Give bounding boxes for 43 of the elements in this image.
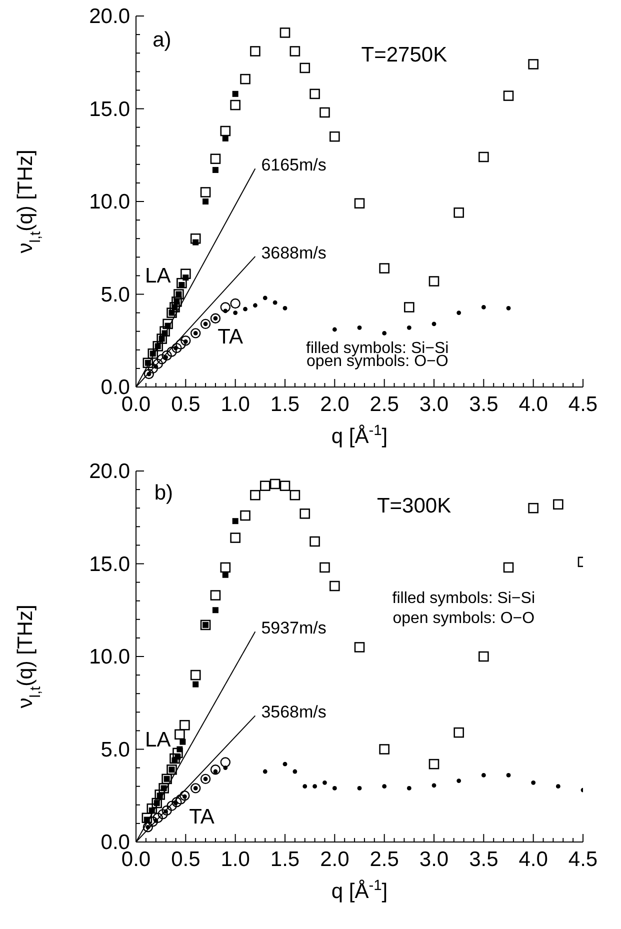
x-axis-title: q [Å$^{-1}$] bbox=[331, 878, 388, 903]
series-label: 3688m/s bbox=[261, 243, 326, 262]
annotation: open symbols: O−O bbox=[306, 353, 448, 371]
x-tick-label: 2.5 bbox=[370, 848, 399, 871]
annotation: LA bbox=[145, 264, 171, 288]
x-tick-label: 1.0 bbox=[220, 393, 250, 416]
annotation: open symbols: O−O bbox=[392, 610, 535, 628]
series-label: 3568m/s bbox=[261, 702, 326, 722]
y-tick-label: 15.0 bbox=[89, 98, 130, 121]
y-tick-label: 20.0 bbox=[89, 5, 130, 28]
y-tick-label: 10.0 bbox=[89, 190, 130, 214]
annotation: TA bbox=[218, 325, 243, 348]
y-tick-label: 5.0 bbox=[100, 283, 130, 306]
annotation: T=300K bbox=[376, 494, 452, 518]
x-tick-label: 2.5 bbox=[370, 393, 399, 416]
x-tick-label: 4.0 bbox=[518, 393, 548, 416]
x-tick-label: 4.0 bbox=[518, 848, 548, 871]
x-tick-label: 1.0 bbox=[220, 848, 250, 871]
x-tick-label: 2.0 bbox=[320, 393, 350, 416]
y-tick-label: 5.0 bbox=[100, 738, 130, 762]
x-tick-label: 4.5 bbox=[568, 393, 598, 416]
x-tick-label: 3.5 bbox=[469, 393, 498, 416]
y-tick-label: 10.0 bbox=[89, 646, 130, 668]
x-axis-title: q [Å$^{-1}$] bbox=[331, 423, 388, 448]
annotation: T=2750K bbox=[361, 43, 448, 66]
annotation: b) bbox=[154, 482, 174, 505]
annotation: a) bbox=[152, 28, 172, 52]
x-tick-label: 1.5 bbox=[270, 848, 300, 871]
series-label: 6165m/s bbox=[261, 156, 326, 175]
x-tick-label: 2.0 bbox=[320, 848, 350, 871]
x-tick-label: 0.5 bbox=[171, 848, 200, 871]
series-label: 5937m/s bbox=[261, 618, 326, 638]
annotation: LA bbox=[145, 728, 171, 752]
x-tick-label: 3.5 bbox=[469, 848, 498, 871]
annotation: TA bbox=[189, 805, 214, 828]
x-tick-label: 4.5 bbox=[568, 848, 598, 871]
x-tick-label: 0.5 bbox=[171, 393, 200, 416]
y-tick-label: 15.0 bbox=[89, 552, 130, 576]
annotation: filled symbols: Si−Si bbox=[392, 590, 535, 608]
x-tick-label: 3.0 bbox=[419, 393, 449, 416]
x-tick-label: 1.5 bbox=[270, 393, 300, 416]
x-tick-label: 3.0 bbox=[419, 848, 449, 871]
y-tick-label: 20.0 bbox=[89, 460, 130, 483]
